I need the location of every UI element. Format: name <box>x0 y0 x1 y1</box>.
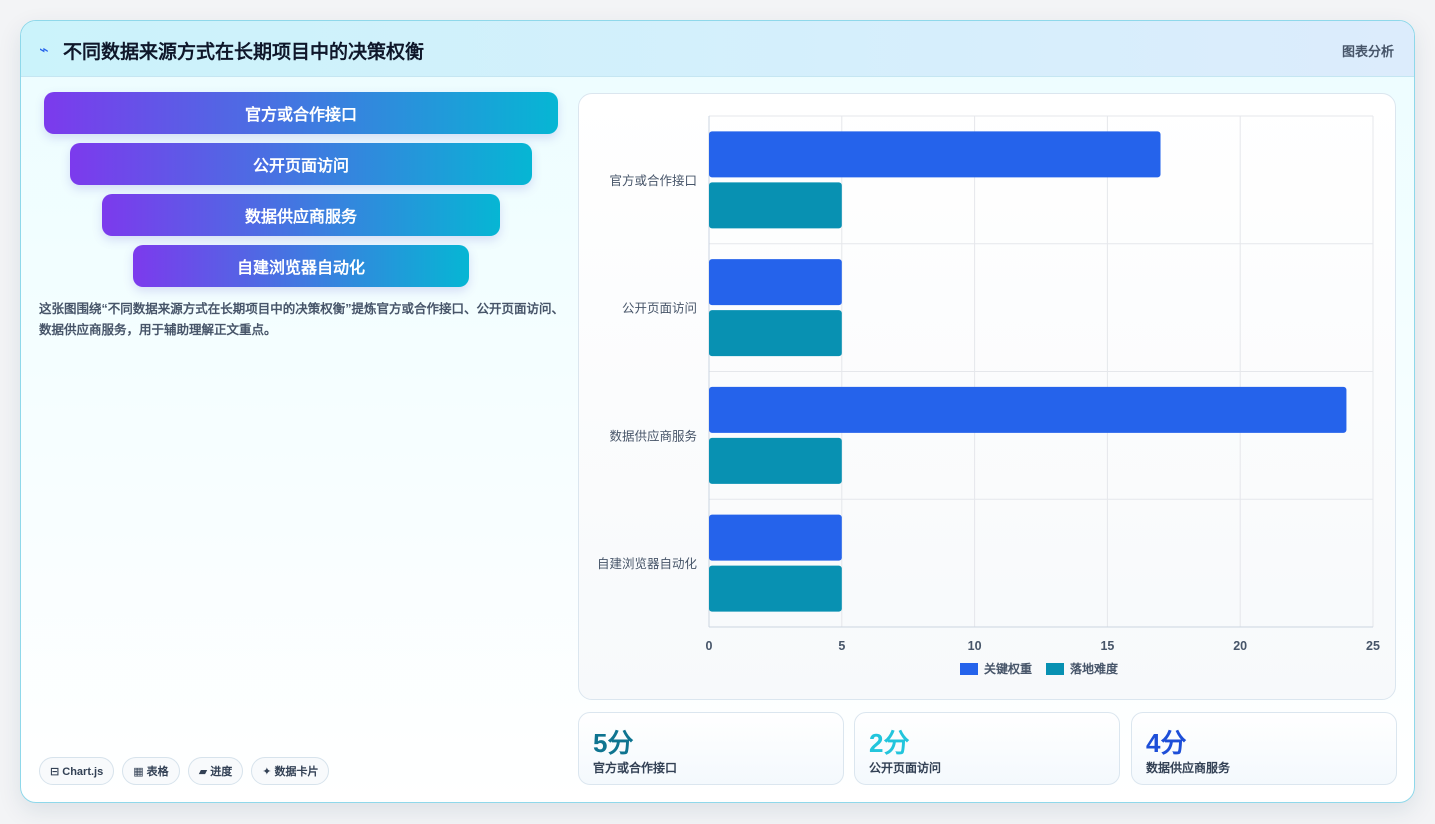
stat-label: 官方或合作接口 <box>593 761 678 775</box>
bar-weight <box>709 131 1161 178</box>
bar-weight <box>709 514 842 561</box>
bar-weight <box>709 259 842 306</box>
bar-difficulty <box>709 310 842 357</box>
funnel-step-label: 公开页面访问 <box>252 158 349 175</box>
pill-progress[interactable]: ▰ 进度 <box>187 757 244 785</box>
legend-label: 落地难度 <box>1070 661 1119 676</box>
stat-label: 数据供应商服务 <box>1146 761 1231 775</box>
y-tick-label: 官方或合作接口 <box>609 173 697 188</box>
legend-label: 关键权重 <box>984 661 1032 676</box>
pill-table[interactable]: ▦ 表格 <box>122 757 180 785</box>
bar-weight <box>709 386 1347 433</box>
y-tick-label: 数据供应商服务 <box>609 428 697 443</box>
funnel-step-3: 数据供应商服务 <box>102 194 500 236</box>
header: ⌁ 不同数据来源方式在长期项目中的决策权衡 图表分析 <box>21 21 1414 77</box>
chart-panel: 官方或合作接口公开页面访问数据供应商服务自建浏览器自动化 0 5 10 15 20 25 关键… <box>578 93 1396 700</box>
bar-difficulty <box>709 565 842 612</box>
y-tick-label: 公开页面访问 <box>622 302 697 316</box>
pill-chartjs[interactable]: ⊟ Chart.js <box>39 757 115 785</box>
y-tick-label: 自建浏览器自动化 <box>597 556 698 571</box>
bar-difficulty <box>709 437 842 484</box>
x-tick-label: 20 <box>1233 639 1247 653</box>
x-tick-label: 10 <box>968 639 982 653</box>
stat-value: 5分 <box>593 728 634 758</box>
feature-pills: ⊟ Chart.js ▦ 表格 ▰ 进度 ✦ 数据卡片 <box>39 757 330 785</box>
stat-card-2: 2分 公开页面访问 <box>854 712 1120 785</box>
funnel-step-label: 数据供应商服务 <box>244 209 357 226</box>
stat-card-1: 5分 官方或合作接口 <box>578 712 844 785</box>
stat-value: 2分 <box>869 728 910 758</box>
legend-swatch <box>960 663 978 675</box>
stat-value: 4分 <box>1146 728 1187 758</box>
x-tick-label: 5 <box>838 639 845 653</box>
chart-line-icon: ⌁ <box>39 42 49 59</box>
x-tick-label: 0 <box>706 639 713 653</box>
stat-label: 公开页面访问 <box>869 761 942 775</box>
header-tag: 图表分析 <box>1341 44 1394 59</box>
bar-difficulty <box>709 182 842 229</box>
stat-card-3: 4分 数据供应商服务 <box>1131 712 1397 785</box>
funnel-step-2: 公开页面访问 <box>70 143 532 185</box>
funnel-step-1: 官方或合作接口 <box>44 92 558 134</box>
legend-swatch <box>1046 663 1064 675</box>
x-tick-label: 25 <box>1366 639 1380 653</box>
funnel-step-4: 自建浏览器自动化 <box>133 245 469 287</box>
funnel-step-label: 官方或合作接口 <box>244 107 357 124</box>
x-tick-label: 15 <box>1100 639 1114 653</box>
main-card: ⌁ 不同数据来源方式在长期项目中的决策权衡 图表分析 官方或合作接口 公开页面访… <box>20 20 1415 803</box>
pill-data-cards[interactable]: ✦ 数据卡片 <box>251 757 330 785</box>
page-title: 不同数据来源方式在长期项目中的决策权衡 <box>63 42 425 63</box>
description: 这张图围绕“不同数据来源方式在长期项目中的决策权衡”提炼官方或合作接口、公开页面… <box>39 302 565 337</box>
funnel-step-label: 自建浏览器自动化 <box>236 260 365 277</box>
